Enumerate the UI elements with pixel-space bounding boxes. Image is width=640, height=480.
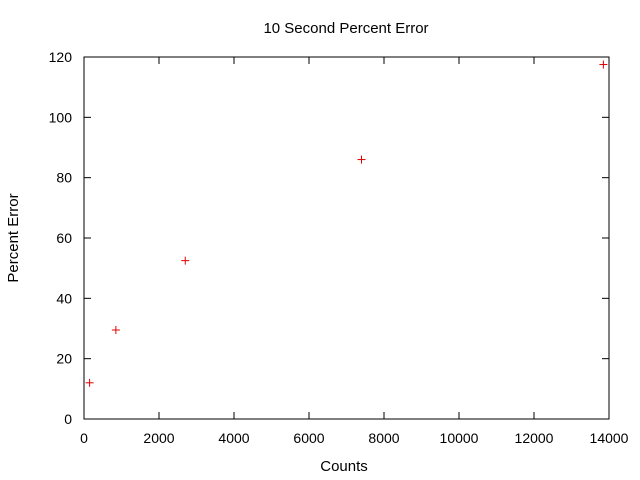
y-tick-label: 60	[56, 230, 72, 246]
x-tick-label: 6000	[293, 430, 324, 446]
data-series	[85, 60, 608, 387]
chart-title: 10 Second Percent Error	[263, 20, 428, 37]
data-point	[85, 378, 94, 387]
x-tick-label: 10000	[440, 430, 479, 446]
x-tick-label: 0	[80, 430, 88, 446]
x-axis-label: Counts	[320, 458, 368, 475]
x-tick-label: 4000	[218, 430, 249, 446]
x-axis: 0 2000 4000 6000 8000 10000 12000 14000	[80, 57, 629, 446]
plot-area-frame	[83, 56, 610, 420]
data-point	[181, 256, 190, 265]
data-point	[357, 155, 366, 164]
x-tick-label: 14000	[590, 430, 629, 446]
y-tick-label: 120	[49, 49, 73, 65]
y-tick-label: 40	[56, 290, 72, 306]
y-tick-label: 0	[64, 411, 72, 427]
y-tick-label: 20	[56, 351, 72, 367]
y-axis: 0 20 40 60 80 100 120	[49, 49, 609, 427]
x-tick-label: 2000	[143, 430, 174, 446]
data-point	[111, 326, 120, 335]
x-tick-label: 12000	[515, 430, 554, 446]
y-tick-label: 80	[56, 170, 72, 186]
y-tick-label: 100	[49, 109, 73, 125]
y-axis-label: Percent Error	[5, 193, 22, 282]
data-point	[599, 60, 608, 69]
x-tick-label: 8000	[368, 430, 399, 446]
